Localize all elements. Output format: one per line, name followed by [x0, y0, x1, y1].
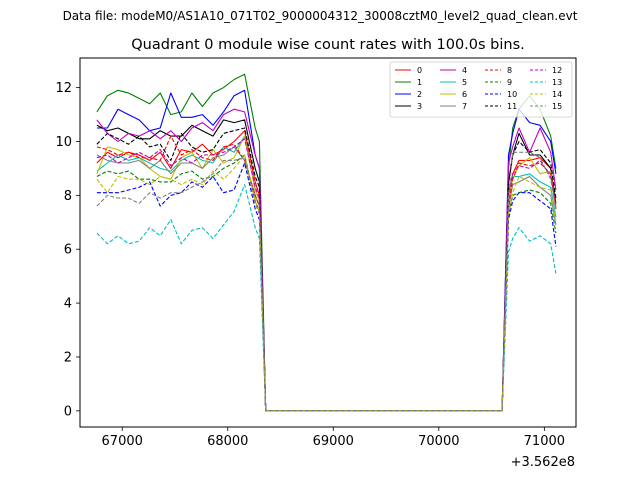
- data-file-caption: Data file: modeM0/AS1A10_071T02_90000043…: [63, 9, 578, 23]
- x-tick-label: 68000: [207, 434, 248, 449]
- y-tick-label: 6: [64, 243, 72, 258]
- legend-label-12: 12: [552, 66, 562, 75]
- legend-label-7: 7: [462, 102, 467, 111]
- y-tick-label: 8: [64, 189, 72, 204]
- series-line-12: [96, 138, 557, 412]
- legend-label-3: 3: [417, 102, 422, 111]
- legend-label-11: 11: [507, 102, 517, 111]
- y-tick-label: 12: [55, 81, 72, 96]
- series-line-11: [96, 127, 557, 412]
- legend-label-15: 15: [552, 102, 562, 111]
- legend-label-14: 14: [552, 90, 562, 99]
- y-tick-label: 4: [64, 297, 72, 312]
- x-axis: 67000 68000 69000 70000 71000: [102, 427, 565, 449]
- plot-area: [79, 57, 577, 428]
- y-tick-label: 2: [64, 350, 72, 365]
- series-line-3: [96, 119, 557, 412]
- y-tick-label: 10: [55, 135, 72, 150]
- series-line-13: [96, 184, 557, 412]
- legend-label-0: 0: [417, 66, 422, 75]
- plot-frame: [79, 57, 577, 428]
- x-axis-offset-label: +3.562e8: [511, 455, 575, 470]
- series-line-14: [96, 154, 557, 412]
- legend-label-6: 6: [462, 90, 467, 99]
- series-line-5: [96, 135, 557, 412]
- legend-label-8: 8: [507, 66, 512, 75]
- x-tick-label: 71000: [524, 434, 565, 449]
- y-axis: 0 2 4 6 8 10 12: [55, 81, 80, 419]
- legend-label-9: 9: [507, 78, 512, 87]
- x-tick-label: 69000: [313, 434, 354, 449]
- legend-label-10: 10: [507, 90, 517, 99]
- series-line-9: [96, 154, 557, 412]
- chart-title: Quadrant 0 module wise count rates with …: [131, 37, 525, 53]
- legend-box: [389, 61, 573, 118]
- legend-label-1: 1: [417, 78, 422, 87]
- legend-label-13: 13: [552, 78, 562, 87]
- legend-label-5: 5: [462, 78, 467, 87]
- x-tick-label: 67000: [102, 434, 143, 449]
- x-tick-label: 70000: [418, 434, 459, 449]
- series-line-0: [96, 130, 557, 412]
- series-line-6: [96, 135, 557, 412]
- y-tick-label: 0: [64, 404, 72, 419]
- series-line-10: [96, 162, 557, 412]
- series-line-15: [96, 151, 557, 412]
- legend-label-4: 4: [462, 66, 467, 75]
- series-line-4: [96, 108, 557, 412]
- legend-label-2: 2: [417, 90, 422, 99]
